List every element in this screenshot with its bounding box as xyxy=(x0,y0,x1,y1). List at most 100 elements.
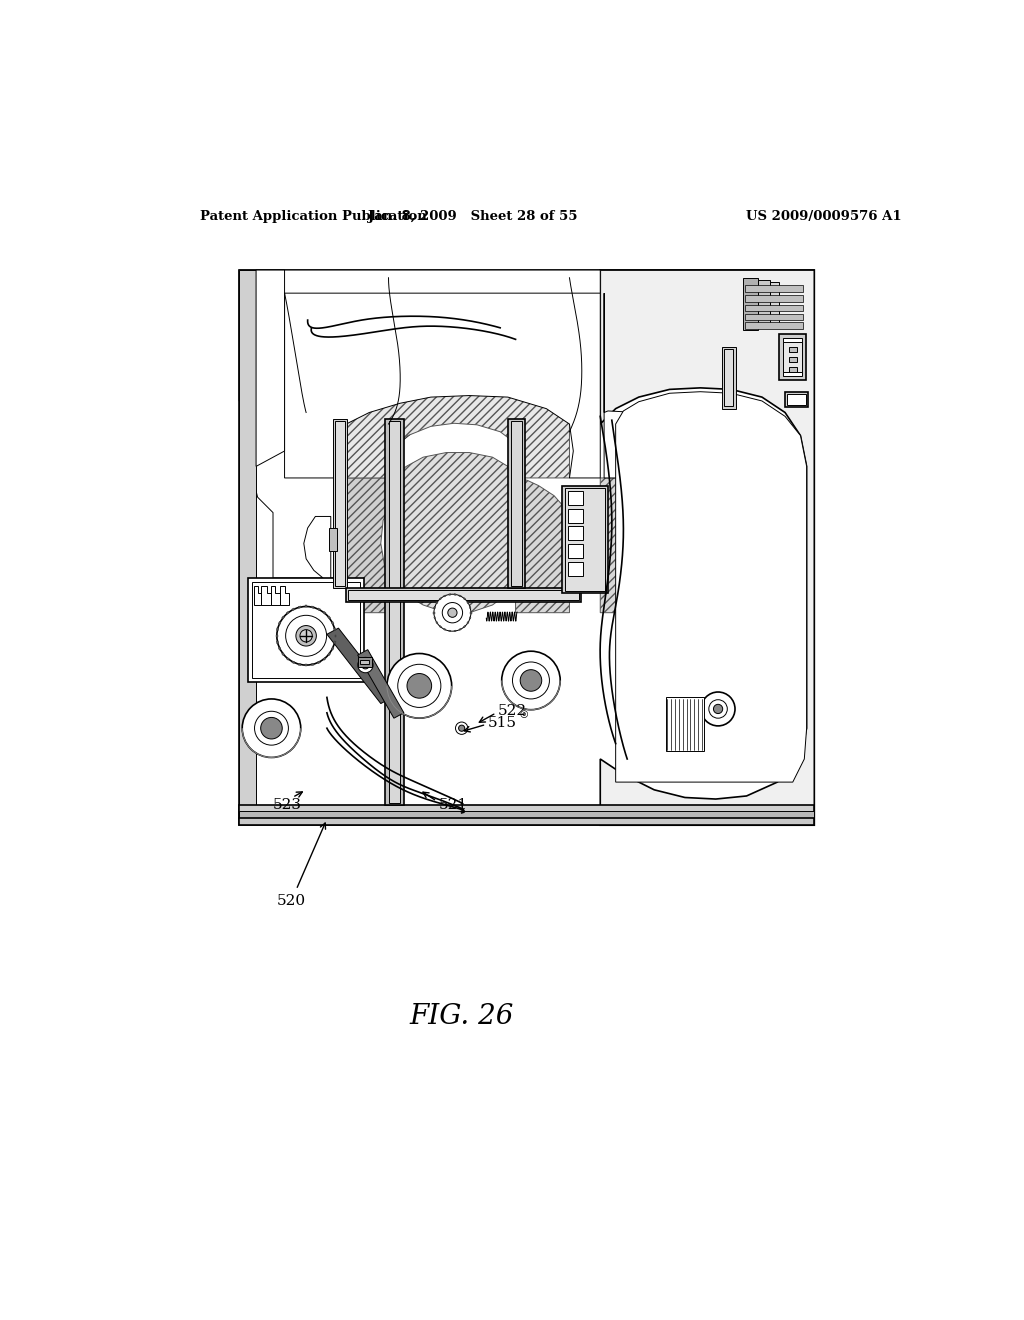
Polygon shape xyxy=(469,616,471,619)
Polygon shape xyxy=(240,271,600,578)
Circle shape xyxy=(502,651,560,710)
Text: 520: 520 xyxy=(276,895,306,908)
Polygon shape xyxy=(600,478,753,612)
Bar xyxy=(240,271,256,825)
Bar xyxy=(779,334,806,380)
Polygon shape xyxy=(280,586,289,605)
Polygon shape xyxy=(328,652,331,656)
Text: Jan. 8, 2009   Sheet 28 of 55: Jan. 8, 2009 Sheet 28 of 55 xyxy=(369,210,578,223)
Bar xyxy=(240,271,814,825)
Polygon shape xyxy=(305,606,307,607)
Bar xyxy=(782,342,802,372)
Bar xyxy=(511,421,521,586)
Bar xyxy=(568,544,584,558)
Bar xyxy=(722,347,736,409)
Polygon shape xyxy=(449,630,451,632)
Circle shape xyxy=(456,722,468,734)
Polygon shape xyxy=(454,630,456,632)
Polygon shape xyxy=(323,611,326,614)
Bar xyxy=(357,657,372,667)
Bar xyxy=(788,358,797,362)
Bar xyxy=(333,418,347,589)
Polygon shape xyxy=(463,598,466,599)
Text: Patent Application Publication: Patent Application Publication xyxy=(200,210,427,223)
Circle shape xyxy=(261,718,283,739)
Text: US 2009/0009576 A1: US 2009/0009576 A1 xyxy=(745,210,901,223)
Polygon shape xyxy=(287,611,290,614)
Circle shape xyxy=(361,661,370,669)
Circle shape xyxy=(459,725,465,731)
Polygon shape xyxy=(467,622,469,624)
Bar xyxy=(745,296,803,302)
Bar xyxy=(565,488,605,591)
Bar xyxy=(787,395,806,405)
Bar xyxy=(346,589,581,602)
Polygon shape xyxy=(282,652,285,656)
Circle shape xyxy=(714,705,723,714)
Polygon shape xyxy=(454,594,456,595)
Bar xyxy=(562,486,608,594)
Circle shape xyxy=(442,602,463,623)
Bar xyxy=(782,338,802,376)
Polygon shape xyxy=(604,293,716,490)
Text: 515: 515 xyxy=(487,715,517,730)
Bar xyxy=(249,578,364,682)
Polygon shape xyxy=(279,622,281,624)
Polygon shape xyxy=(292,661,295,664)
Circle shape xyxy=(447,609,457,618)
Polygon shape xyxy=(459,595,461,597)
Polygon shape xyxy=(323,657,326,660)
Polygon shape xyxy=(287,657,290,660)
Bar xyxy=(770,281,779,326)
Text: 521: 521 xyxy=(438,799,468,812)
Bar xyxy=(330,528,337,552)
Polygon shape xyxy=(298,606,301,609)
Circle shape xyxy=(434,594,471,631)
Bar xyxy=(240,817,814,825)
Polygon shape xyxy=(328,616,331,619)
Circle shape xyxy=(296,626,316,645)
Polygon shape xyxy=(276,642,279,644)
Bar xyxy=(568,562,584,576)
Polygon shape xyxy=(331,647,334,649)
Polygon shape xyxy=(256,271,285,466)
Polygon shape xyxy=(433,611,435,614)
Polygon shape xyxy=(334,628,336,631)
Polygon shape xyxy=(317,609,321,611)
Bar xyxy=(240,812,814,817)
Polygon shape xyxy=(254,586,261,605)
Polygon shape xyxy=(327,628,392,704)
Polygon shape xyxy=(346,478,392,612)
Polygon shape xyxy=(436,622,438,624)
Text: 522: 522 xyxy=(498,705,527,718)
Bar xyxy=(508,418,525,589)
Polygon shape xyxy=(270,586,280,605)
Bar xyxy=(666,697,705,751)
Bar xyxy=(785,392,808,407)
Text: FIG. 26: FIG. 26 xyxy=(410,1003,514,1031)
Polygon shape xyxy=(276,628,279,631)
Polygon shape xyxy=(434,616,435,619)
Bar xyxy=(745,305,803,312)
Polygon shape xyxy=(311,606,314,609)
Circle shape xyxy=(286,615,327,656)
Polygon shape xyxy=(335,635,337,638)
Polygon shape xyxy=(357,649,403,718)
Polygon shape xyxy=(600,271,814,825)
Polygon shape xyxy=(279,647,281,649)
Polygon shape xyxy=(317,661,321,664)
Circle shape xyxy=(300,630,312,642)
Polygon shape xyxy=(443,628,445,631)
Polygon shape xyxy=(449,594,451,595)
Circle shape xyxy=(276,607,336,665)
Polygon shape xyxy=(311,664,314,665)
Polygon shape xyxy=(436,602,438,605)
Circle shape xyxy=(397,664,441,708)
Polygon shape xyxy=(292,609,295,611)
Polygon shape xyxy=(282,616,285,619)
Polygon shape xyxy=(285,293,600,478)
Polygon shape xyxy=(463,626,466,628)
Polygon shape xyxy=(261,586,270,605)
Circle shape xyxy=(520,669,542,692)
Bar xyxy=(745,314,803,321)
